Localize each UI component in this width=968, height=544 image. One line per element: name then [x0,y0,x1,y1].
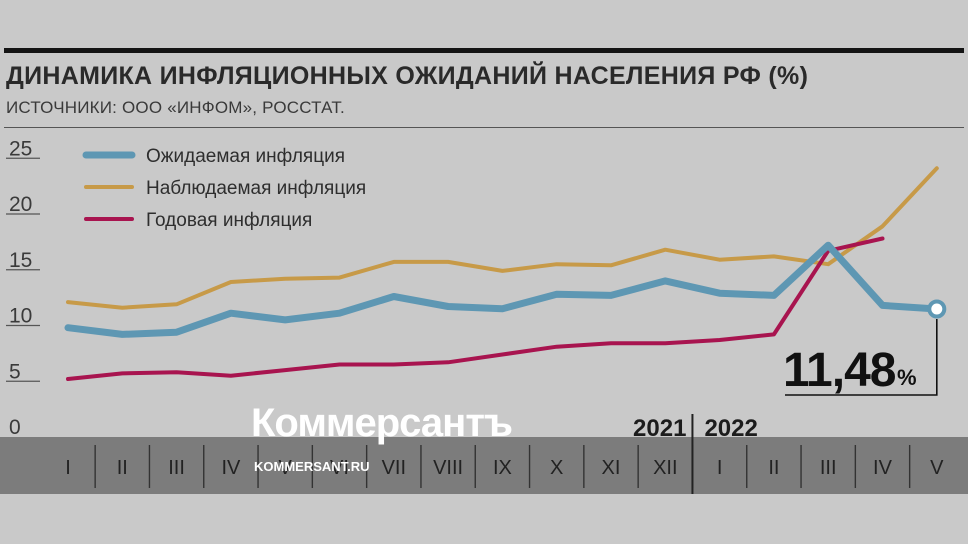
x-tick-label: X [550,457,563,479]
y-tick-label: 5 [9,360,21,383]
x-tick-label: III [820,457,837,479]
x-tick-label: II [768,457,779,479]
y-tick-label: 10 [9,305,32,328]
chart-subtitle: ИСТОЧНИКИ: ООО «ИНФОМ», РОССТАТ. [6,98,345,117]
year-label-2022: 2022 [704,415,757,442]
watermark-brand: Коммерсантъ [251,401,512,445]
x-tick-label: II [117,457,128,479]
x-tick-label: XII [653,457,677,479]
x-tick-label: VIII [433,457,463,479]
legend-label-expected: Ожидаемая инфляция [146,146,345,167]
x-tick-label: IV [221,457,241,479]
legend-label-observed: Наблюдаемая инфляция [146,178,366,199]
year-label-2021: 2021 [633,415,686,442]
legend: Ожидаемая инфляция Наблюдаемая инфляция Го… [82,146,366,231]
x-axis-band [0,437,968,494]
watermark-url: KOMMERSANT.RU [254,459,370,474]
series-line-observed [66,166,939,310]
series-lines [64,166,941,381]
x-axis: I II III IV V VI VII VIII IX X XI XII I II III IV V [65,445,944,488]
legend-label-annual: Годовая инфляция [146,210,312,231]
chart-title: ДИНАМИКА ИНФЛЯЦИОННЫХ ОЖИДАНИЙ НАСЕЛЕНИЯ… [6,62,809,90]
x-tick-label: IX [493,457,512,479]
last-point-marker [927,299,947,319]
callout-value: 11,48 [783,344,896,397]
x-tick-label: I [65,457,71,479]
y-tick-label: 15 [9,249,32,272]
y-tick-label: 20 [9,193,32,216]
y-axis: 0 5 10 15 20 25 [6,137,40,439]
x-tick-label: I [717,457,723,479]
y-tick-label: 25 [9,137,32,160]
y-tick-label: 0 [9,416,21,439]
x-tick-label: V [930,457,944,479]
x-tick-label: VI [330,457,349,479]
series-line-expected [64,241,941,338]
x-tick-label: XI [602,457,621,479]
x-tick-label: VII [382,457,406,479]
x-tick-label: III [168,457,185,479]
callout-bracket [785,318,938,396]
x-tick-label: V [279,457,293,479]
title-rule [4,127,964,128]
x-tick-label: IV [873,457,893,479]
callout-unit: % [897,365,917,390]
top-rule [4,48,964,53]
series-line-annual [66,236,885,381]
